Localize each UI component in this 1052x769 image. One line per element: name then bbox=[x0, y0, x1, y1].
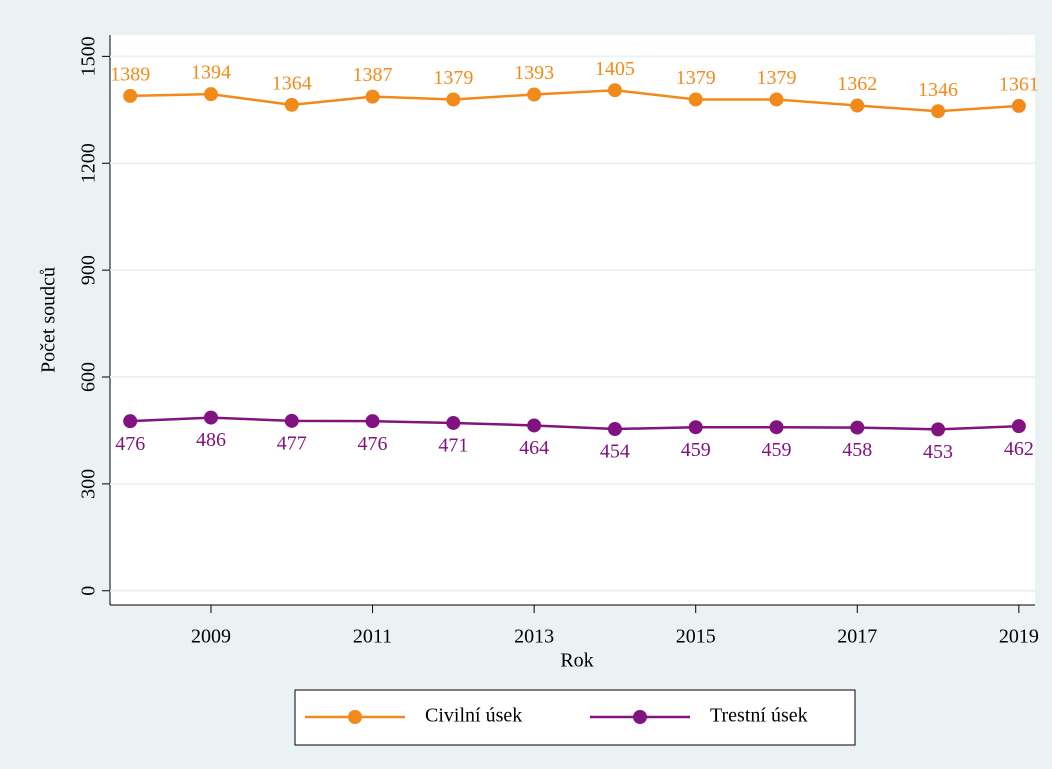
point bbox=[850, 420, 865, 435]
point bbox=[527, 418, 542, 433]
point bbox=[365, 414, 380, 429]
data-label: 462 bbox=[1004, 438, 1034, 460]
y-tick-label: 900 bbox=[78, 255, 100, 285]
point bbox=[1011, 419, 1026, 434]
point bbox=[123, 414, 138, 429]
line bbox=[130, 416, 1019, 431]
data-label: 477 bbox=[277, 432, 307, 454]
x-tick-label: 2011 bbox=[353, 626, 392, 648]
data-label: 458 bbox=[842, 439, 872, 461]
data-label: 1361 bbox=[999, 73, 1039, 95]
x-tick-label: 2019 bbox=[999, 626, 1039, 648]
y-tick-label: 1200 bbox=[78, 143, 100, 183]
point bbox=[850, 98, 865, 113]
data-label: 1346 bbox=[918, 79, 958, 101]
data-label: 486 bbox=[196, 429, 226, 451]
point bbox=[607, 422, 622, 437]
point bbox=[284, 413, 299, 428]
x-tick-label: 2015 bbox=[676, 626, 716, 648]
x-axis-label: Rok bbox=[560, 650, 593, 672]
x-tick-label: 2013 bbox=[514, 626, 554, 648]
point bbox=[607, 83, 622, 98]
point bbox=[203, 87, 218, 102]
point bbox=[527, 87, 542, 102]
point bbox=[1011, 98, 1026, 113]
point bbox=[446, 92, 461, 107]
data-label: 1387 bbox=[353, 64, 393, 86]
x-tick-label: 2017 bbox=[837, 626, 877, 648]
point bbox=[365, 89, 380, 104]
data-label: 471 bbox=[438, 435, 468, 457]
data-label: 454 bbox=[600, 441, 630, 463]
y-tick-label: 1500 bbox=[78, 36, 100, 76]
data-label: 459 bbox=[761, 439, 791, 461]
data-label: 1389 bbox=[110, 64, 150, 86]
point bbox=[769, 420, 784, 435]
data-label: 476 bbox=[358, 433, 388, 455]
x-tick-label: 2009 bbox=[191, 626, 231, 648]
y-tick-label: 600 bbox=[78, 362, 100, 392]
data-label: 1394 bbox=[191, 62, 231, 84]
data-label: 1379 bbox=[756, 67, 796, 89]
point bbox=[688, 420, 703, 435]
data-label: 476 bbox=[115, 433, 145, 455]
data-label: 1362 bbox=[837, 73, 877, 95]
data-label: 1379 bbox=[433, 67, 473, 89]
legend-label: Civilní úsek bbox=[425, 705, 522, 727]
data-label: 1405 bbox=[595, 58, 635, 80]
point bbox=[284, 97, 299, 112]
plot-area bbox=[110, 35, 1035, 605]
point bbox=[688, 92, 703, 107]
y-axis-label: Počet soudců bbox=[38, 267, 60, 373]
data-label: 453 bbox=[923, 441, 953, 463]
point bbox=[769, 92, 784, 107]
data-label: 1364 bbox=[272, 72, 312, 94]
legend-marker bbox=[633, 710, 647, 724]
legend-label: Trestní úsek bbox=[710, 705, 808, 727]
point bbox=[123, 88, 138, 103]
y-tick-label: 300 bbox=[78, 469, 100, 499]
line bbox=[130, 88, 1019, 113]
data-label: 1379 bbox=[676, 67, 716, 89]
point bbox=[931, 104, 946, 119]
point bbox=[446, 415, 461, 430]
data-label: 1393 bbox=[514, 62, 554, 84]
data-label: 459 bbox=[681, 439, 711, 461]
y-tick-label: 0 bbox=[78, 586, 100, 596]
point bbox=[931, 422, 946, 437]
legend-marker bbox=[348, 710, 362, 724]
point bbox=[203, 410, 218, 425]
data-label: 464 bbox=[519, 437, 549, 459]
